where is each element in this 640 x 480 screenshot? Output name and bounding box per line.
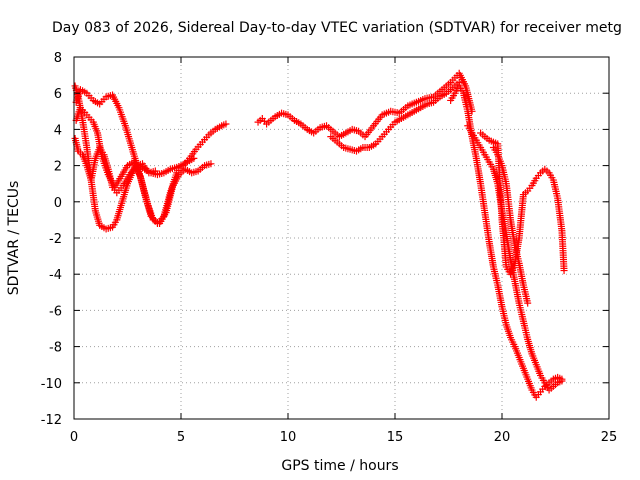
x-tick-label: 15 [387,430,404,445]
x-axis-label: GPS time / hours [281,458,398,474]
y-tick-label: 2 [54,160,62,175]
x-tick-label: 0 [70,430,78,445]
axis-ticks: 0 5 10 15 20 25 -12 -10 -8 -6 -4 -2 0 2 4 6 8 [41,51,618,445]
series-satellite-arc-j [489,144,532,307]
data-point [207,160,215,168]
y-tick-label: -2 [49,232,62,247]
series-satellite-arc-c [72,104,215,228]
data-point [558,377,566,385]
series-satellite-arc-g [447,82,566,401]
data-point [560,267,568,275]
y-tick-label: -10 [41,377,62,392]
x-tick-label: 5 [177,430,185,445]
x-tick-label: 10 [280,430,297,445]
data-point [524,299,532,307]
data-point [222,120,230,128]
y-axis-label: SDTVAR / TECUs [6,181,22,296]
y-tick-label: 0 [54,196,62,211]
data-points [71,69,568,401]
series-satellite-arc-f [327,78,463,155]
grid-lines [74,57,609,419]
x-tick-label: 25 [601,430,618,445]
y-tick-label: -6 [49,304,62,319]
series-satellite-arc-e [254,69,476,141]
series-satellite-arc-i [477,129,568,278]
y-tick-label: -4 [49,268,62,283]
x-tick-label: 20 [494,430,511,445]
series-satellite-arc-d [71,134,159,197]
chart-title: Day 083 of 2026, Sidereal Day-to-day VTE… [52,20,622,36]
y-tick-label: -12 [41,413,62,428]
y-tick-label: -8 [49,341,62,356]
y-tick-label: 8 [54,51,62,66]
y-tick-label: 4 [54,123,62,138]
y-tick-label: 6 [54,87,62,102]
data-point [151,167,159,175]
